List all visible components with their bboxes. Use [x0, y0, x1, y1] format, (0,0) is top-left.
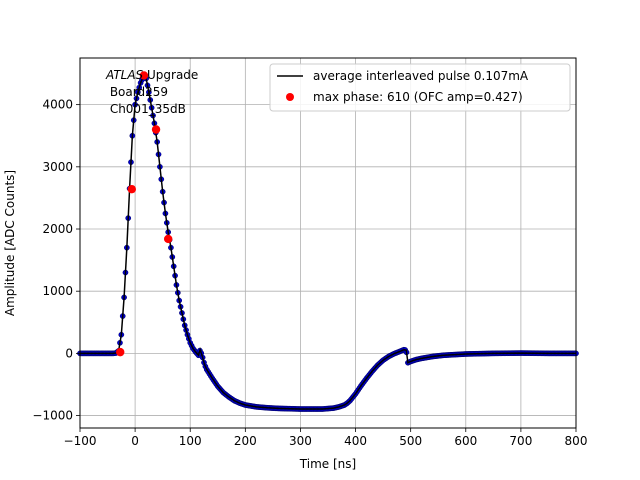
grid [79, 58, 577, 428]
x-tick-label: 600 [454, 434, 477, 448]
y-tick-label: 0 [65, 346, 73, 360]
legend-entry-max-phase: max phase: 610 (OFC amp=0.427) [313, 90, 523, 104]
y-tick-label: 1000 [42, 284, 73, 298]
legend-entry-average: average interleaved pulse 0.107mA [313, 69, 529, 83]
x-tick-label: 200 [234, 434, 257, 448]
max-phase-point [139, 71, 149, 80]
max-phase-point [163, 234, 173, 244]
max-phase-point [127, 185, 136, 194]
y-tick-label: 4000 [42, 98, 73, 112]
x-tick-label: 300 [289, 434, 312, 448]
legend-box [269, 63, 571, 112]
x-tick-label: 700 [509, 434, 532, 448]
x-tick-label: 800 [565, 434, 588, 448]
x-axis-ticks: −100 0 100 200 300 400 500 600 700 800 [64, 428, 588, 448]
max-phase-point [116, 347, 125, 357]
annotation-line-2: Board259 [106, 85, 168, 99]
y-tick-label: 3000 [42, 160, 73, 174]
y-tick-label: 2000 [42, 222, 73, 236]
y-tick-label: −1000 [32, 409, 73, 423]
max-phase-point [151, 125, 161, 134]
legend: average interleaved pulse 0.107mA max ph… [269, 63, 571, 112]
y-axis-label: Amplitude [ADC Counts] [3, 170, 17, 316]
average-pulse-line [80, 75, 576, 410]
annotation: ATLAS Upgrade Board259 Ch001_35dB [105, 68, 198, 116]
annotation-upgrade: Upgrade [143, 68, 198, 82]
x-tick-label: 0 [131, 434, 139, 448]
sample-points [77, 73, 579, 412]
annotation-line-3: Ch001_35dB [106, 102, 186, 116]
x-tick-label: −100 [64, 434, 97, 448]
legend-marker-swatch [286, 93, 294, 101]
x-tick-label: 100 [179, 434, 202, 448]
y-axis-ticks: −1000 0 1000 2000 3000 4000 [32, 98, 80, 423]
x-tick-label: 400 [344, 434, 367, 448]
x-axis-label: Time [ns] [299, 457, 356, 471]
x-tick-label: 500 [399, 434, 422, 448]
max-phase-points [116, 71, 173, 357]
plot-frame [79, 57, 577, 429]
annotation-line-1: ATLAS Upgrade [105, 68, 198, 82]
annotation-atlas: ATLAS [105, 68, 144, 82]
